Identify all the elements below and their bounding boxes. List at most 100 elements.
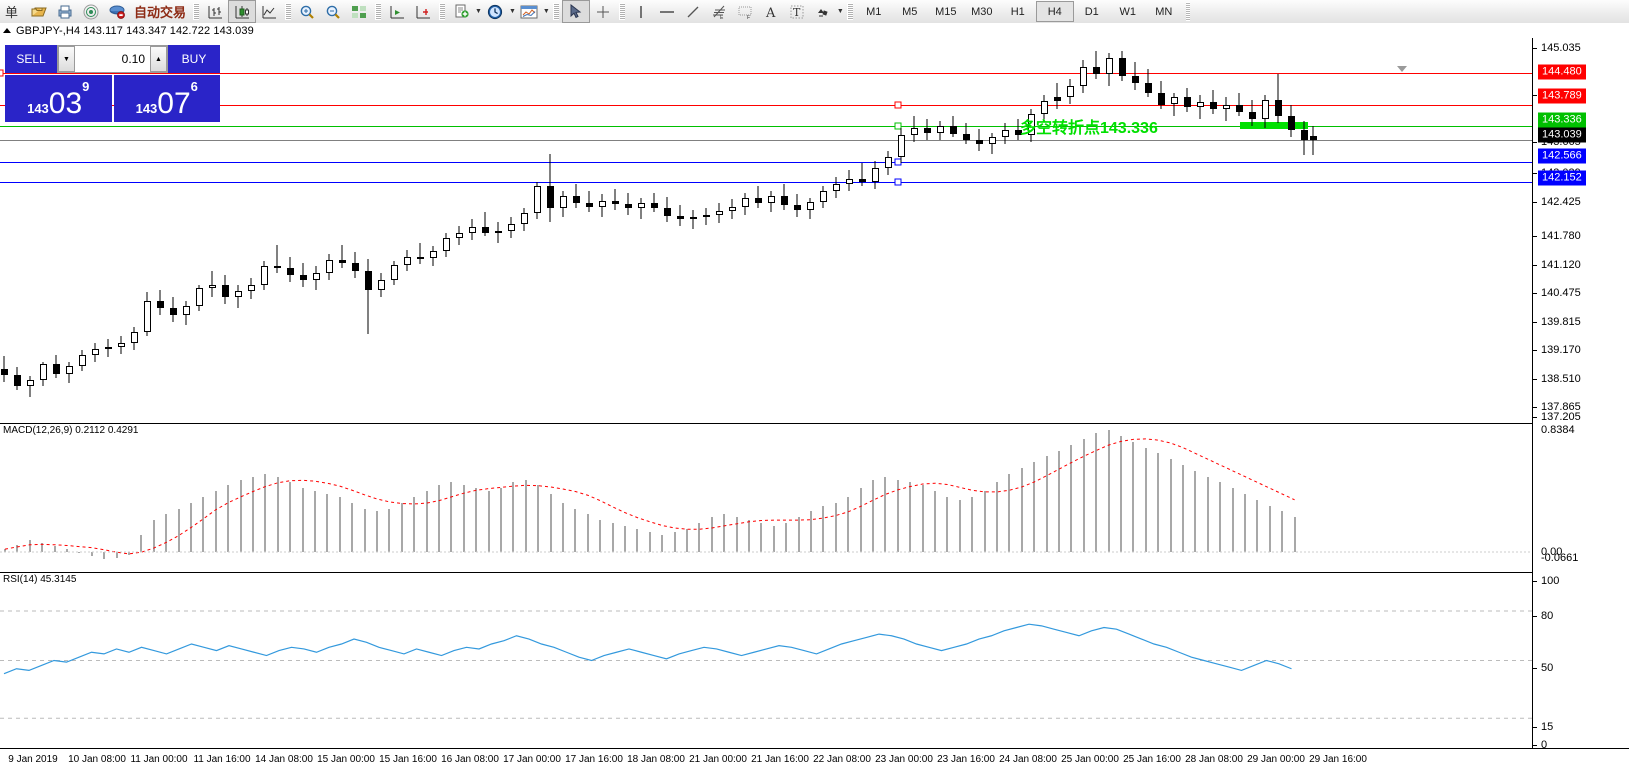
candle-body (377, 280, 385, 290)
price-pane[interactable]: 多空转折点143.336 (0, 38, 1532, 424)
price-level-badge[interactable]: 143.039 (1538, 127, 1586, 143)
candle (52, 38, 60, 423)
sell-price-box[interactable]: 143 03 9 (5, 75, 112, 122)
level-anchor-handle[interactable] (894, 101, 902, 109)
buy-price-box[interactable]: 143 07 6 (113, 75, 220, 122)
level-line-support[interactable] (0, 162, 1532, 164)
time-axis[interactable]: 9 Jan 2019 10 Jan 08:00 11 Jan 00:00 11 Jan… (0, 748, 1629, 774)
timeframe-mn[interactable]: MN (1155, 5, 1173, 18)
expert-advisor-icon[interactable] (104, 1, 130, 22)
candle (572, 38, 580, 423)
price-axis[interactable]: 145.035144.350143.665143.039142.425141.7… (1532, 38, 1629, 751)
price-axis-label: 139.170 (1541, 344, 1581, 356)
trendline-icon[interactable] (680, 1, 706, 22)
timeframe-m1[interactable]: M1 (866, 5, 882, 18)
line-chart-icon[interactable] (256, 1, 282, 22)
cursor-icon[interactable] (561, 0, 590, 23)
chevron-down-icon[interactable]: ▼ (475, 8, 482, 15)
folder-icon[interactable] (26, 1, 52, 22)
level-line-resistance[interactable] (0, 105, 1532, 107)
candle-body (585, 202, 593, 207)
candle-body (1300, 130, 1308, 141)
candle-body (208, 284, 216, 289)
volume-decrement-button[interactable]: ▼ (58, 46, 75, 72)
level-line-turning-point[interactable] (0, 126, 1532, 128)
new-chart-icon[interactable] (448, 1, 474, 22)
vertical-line-icon[interactable] (628, 1, 654, 22)
chart-annotation[interactable]: 多空转折点143.336 (1020, 120, 1158, 138)
timeframe-m15[interactable]: M15 (935, 5, 957, 18)
candle (208, 38, 216, 423)
zoom-in-icon[interactable] (294, 1, 320, 22)
auto-scroll-icon[interactable] (410, 1, 436, 22)
candle-body (260, 266, 268, 285)
volume-increment-button[interactable]: ▲ (150, 46, 167, 72)
bar-chart-icon[interactable] (202, 1, 228, 22)
sell-button[interactable]: SELL (5, 45, 57, 73)
timeframe-w1[interactable]: W1 (1119, 5, 1137, 18)
horizontal-line-icon[interactable] (654, 1, 680, 22)
price-level-badge[interactable]: 143.336 (1538, 112, 1586, 128)
level-anchor-handle[interactable] (894, 122, 902, 130)
macd-histogram-bar (562, 502, 564, 552)
macd-histogram-bar (934, 491, 936, 552)
macd-histogram-bar (1144, 447, 1147, 552)
volume-value[interactable]: 0.10 (75, 46, 150, 72)
chart-area[interactable]: 多空转折点143.336 MACD(12,26,9) 0.2112 0.4291… (0, 38, 1629, 774)
annotation-highlight-bar[interactable] (1240, 122, 1308, 130)
fibonacci-icon[interactable]: E (706, 1, 732, 22)
price-level-badge[interactable]: 143.789 (1538, 88, 1586, 104)
svg-text:T: T (793, 6, 801, 19)
rsi-pane[interactable]: RSI(14) 45.3145 (0, 573, 1532, 749)
price-level-badge[interactable]: 142.152 (1538, 170, 1586, 186)
time-axis-label: 25 Jan 16:00 (1123, 754, 1181, 765)
order-icon[interactable]: 单 (0, 1, 26, 22)
chevron-down-icon[interactable]: ▼ (542, 8, 550, 15)
scroll-indicator-icon[interactable] (1397, 66, 1407, 72)
crosshair-icon[interactable] (590, 1, 616, 22)
template-icon[interactable] (516, 1, 542, 22)
signal-icon[interactable] (78, 1, 104, 22)
macd-histogram-bar (115, 552, 118, 558)
macd-histogram-bar (475, 488, 478, 552)
chevron-down-icon[interactable]: ▼ (508, 8, 516, 15)
timeframe-h1[interactable]: H1 (1010, 5, 1025, 18)
timeframe-m30[interactable]: M30 (971, 5, 993, 18)
candlestick-chart-icon[interactable] (228, 0, 257, 23)
autotrade-button[interactable]: 自动交易 (134, 5, 187, 20)
text-label-icon[interactable]: A (758, 1, 784, 22)
timeframe-h4[interactable]: H4 (1035, 1, 1074, 22)
grid-icon[interactable] (346, 1, 372, 22)
macd-pane[interactable]: MACD(12,26,9) 0.2112 0.4291 (0, 424, 1532, 573)
timeframe-d1[interactable]: D1 (1084, 5, 1099, 18)
candle-body (351, 262, 359, 271)
period-icon[interactable] (482, 1, 508, 22)
level-line-resistance[interactable] (0, 72, 1532, 74)
chevron-down-icon[interactable]: ▼ (836, 8, 844, 15)
chart-shift-icon[interactable] (384, 1, 410, 22)
candle-body (637, 202, 645, 209)
buy-button[interactable]: BUY (168, 45, 220, 73)
level-anchor-handle[interactable] (894, 178, 902, 186)
time-axis-label: 14 Jan 08:00 (255, 754, 313, 765)
level-line-last-price[interactable] (0, 140, 1532, 142)
toolbar-grip[interactable] (1185, 2, 1190, 21)
volume-field[interactable]: ▼ 0.10 ▲ (57, 45, 168, 73)
print-icon[interactable] (52, 1, 78, 22)
level-line-support[interactable] (0, 181, 1532, 183)
shapes-icon[interactable] (810, 1, 836, 22)
price-level-badge[interactable]: 144.480 (1538, 64, 1586, 80)
candle (1235, 38, 1243, 423)
zoom-out-icon[interactable] (320, 1, 346, 22)
level-anchor-handle[interactable] (0, 69, 4, 77)
text-box-icon[interactable]: T (784, 1, 810, 22)
candle (1261, 38, 1269, 423)
one-click-trading-panel[interactable]: SELL ▼ 0.10 ▲ BUY 143 03 9 143 07 6 (5, 45, 220, 122)
candle (143, 38, 151, 423)
candle-body (897, 134, 905, 157)
equidistant-channel-icon[interactable]: F (732, 1, 758, 22)
price-level-badge[interactable]: 142.566 (1538, 148, 1586, 164)
candle (975, 38, 983, 423)
timeframe-m5[interactable]: M5 (902, 5, 918, 18)
macd-histogram-bar (624, 525, 626, 552)
